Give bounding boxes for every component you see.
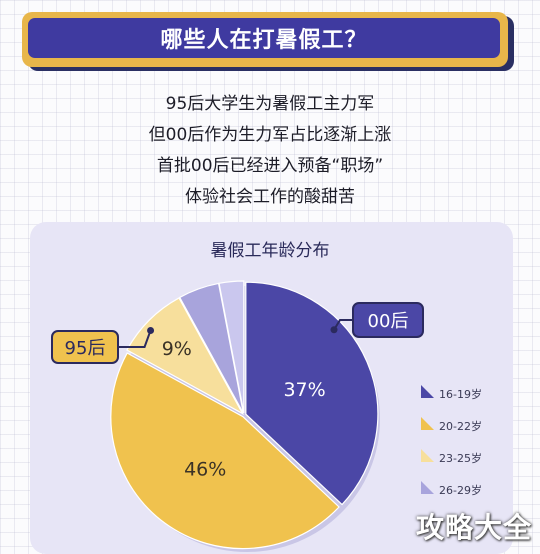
legend-label: 20-22岁 xyxy=(439,419,482,433)
pie-slice xyxy=(218,280,245,414)
pie-slice xyxy=(110,352,340,550)
slice-value-label: 37% xyxy=(283,379,325,401)
slice-value-label: 46% xyxy=(184,458,226,480)
intro-text: 95后大学生为暑假工主力军 但00后作为生力军占比逐渐上涨 首批00后已经进入预… xyxy=(0,89,540,213)
callout-dot-00 xyxy=(330,326,338,334)
legend-label: 16-19岁 xyxy=(439,387,482,401)
legend-label: 26-29岁 xyxy=(439,483,482,497)
legend-swatch xyxy=(421,481,434,494)
callout-line-00 xyxy=(333,319,353,331)
legend-label: 23-25岁 xyxy=(439,451,482,465)
legend-swatch xyxy=(421,385,434,398)
intro-line-2: 但00后作为生力军占比逐渐上涨 xyxy=(148,125,392,145)
slice-value-label: 9% xyxy=(162,338,192,360)
callout-line-95 xyxy=(118,330,152,348)
chart-title: 暑假工年龄分布 xyxy=(210,241,330,261)
legend-swatch xyxy=(421,417,434,430)
title-banner: 哪些人在打暑假工？ xyxy=(22,12,508,67)
banner-title: 哪些人在打暑假工？ xyxy=(28,18,500,58)
intro-line-1: 95后大学生为暑假工主力军 xyxy=(165,94,375,114)
pie-slice xyxy=(126,297,245,416)
legend-swatch xyxy=(421,449,434,462)
watermark: 攻略大全 xyxy=(415,511,532,544)
pie-slice xyxy=(245,281,379,506)
intro-line-4: 体验社会工作的酸甜苦 xyxy=(185,187,355,207)
callout-box-00 xyxy=(352,302,424,338)
callout-label-95: 95后 xyxy=(65,338,106,359)
callout-box-95 xyxy=(51,330,119,364)
intro-line-3: 首批00后已经进入预备“职场” xyxy=(156,156,384,176)
callout-label-00: 00后 xyxy=(368,311,409,332)
callout-dot-95 xyxy=(147,326,155,334)
